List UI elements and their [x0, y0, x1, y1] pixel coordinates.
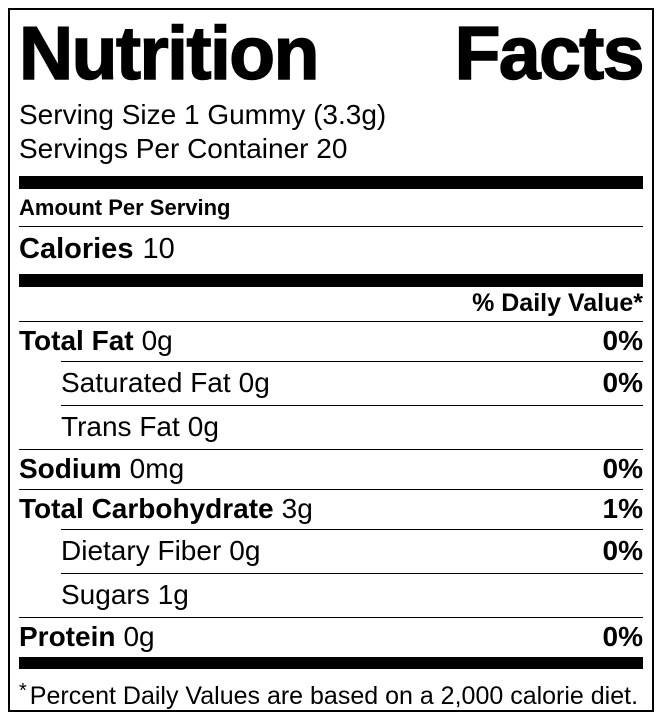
calories-value: 10 [142, 232, 175, 265]
nutrient-amount: 3g [281, 492, 313, 524]
nutrient-left: Dietary Fiber 0g [61, 534, 261, 566]
nutrient-left: Trans Fat 0g [61, 410, 219, 442]
footnote-text: Percent Daily Values are based on a 2,00… [29, 681, 639, 710]
nutrient-name: Dietary Fiber [61, 534, 222, 566]
nutrient-name: Sodium [19, 452, 122, 484]
nutrient-row-sodium: Sodium 0mg 0% [19, 450, 643, 489]
amount-per-serving-heading: Amount Per Serving [19, 189, 643, 227]
nutrient-row-trans-fat: Trans Fat 0g [19, 406, 643, 449]
footnote-asterisk: * [19, 679, 27, 702]
nutrient-daily-value: 0% [602, 452, 643, 484]
separator [61, 360, 643, 362]
nutrient-left: Total Carbohydrate 3g [19, 492, 313, 524]
nutrient-daily-value: 1% [602, 492, 643, 524]
nutrient-left: Saturated Fat 0g [61, 366, 270, 398]
nutrition-facts-label: Nutrition Facts Serving Size 1 Gummy (3.… [8, 8, 654, 712]
calories-label: Calories [19, 232, 134, 265]
thick-divider-bottom [19, 656, 643, 669]
thick-divider-top [19, 175, 643, 189]
nutrient-amount: 0g [123, 620, 155, 652]
serving-size-line: Serving Size 1 Gummy (3.3g) [19, 98, 387, 130]
serving-info: Serving Size 1 Gummy (3.3g) Servings Per… [19, 98, 643, 166]
nutrient-row-sugars: Sugars 1g [19, 574, 643, 617]
nutrient-amount: 0g [229, 534, 261, 566]
separator [19, 488, 643, 490]
footnote: * Percent Daily Values are based on a 2,0… [19, 669, 643, 711]
nutrient-daily-value: 0% [602, 366, 643, 398]
nutrient-amount: 0g [187, 410, 219, 442]
nutrient-amount: 0mg [129, 452, 185, 484]
nutrient-name: Saturated Fat [61, 366, 231, 398]
nutrient-amount: 0g [141, 324, 173, 356]
nutrient-row-protein: Protein 0g 0% [19, 618, 643, 657]
nutrient-amount: 1g [157, 578, 189, 610]
servings-per-container-line: Servings Per Container 20 [19, 132, 348, 164]
nutrient-name: Total Carbohydrate [19, 492, 274, 524]
nutrient-left: Protein 0g [19, 620, 155, 652]
separator [61, 528, 643, 530]
nutrient-row-total-carbohydrate: Total Carbohydrate 3g 1% [19, 490, 643, 529]
label-title: Nutrition Facts [18, 11, 645, 95]
calories-row: Calories 10 [19, 227, 643, 274]
nutrient-row-saturated-fat: Saturated Fat 0g 0% [19, 362, 643, 405]
separator [61, 572, 643, 574]
daily-value-header: % Daily Value* [19, 287, 643, 322]
nutrient-daily-value: 0% [602, 324, 643, 356]
separator [19, 448, 643, 450]
separator [19, 616, 643, 618]
nutrient-left: Sodium 0mg [19, 452, 185, 484]
nutrient-amount: 0g [238, 366, 270, 398]
nutrient-name: Sugars [61, 578, 150, 610]
nutrient-left: Total Fat 0g [19, 324, 173, 356]
nutrient-daily-value: 0% [602, 620, 643, 652]
separator [61, 404, 643, 406]
thick-divider-middle [19, 273, 643, 287]
nutrient-left: Sugars 1g [61, 578, 189, 610]
nutrient-row-total-fat: Total Fat 0g 0% [19, 322, 643, 361]
nutrient-row-dietary-fiber: Dietary Fiber 0g 0% [19, 530, 643, 573]
nutrient-name: Protein [19, 620, 116, 652]
nutrient-daily-value: 0% [602, 534, 643, 566]
nutrient-name: Trans Fat [61, 410, 180, 442]
nutrient-name: Total Fat [19, 324, 134, 356]
